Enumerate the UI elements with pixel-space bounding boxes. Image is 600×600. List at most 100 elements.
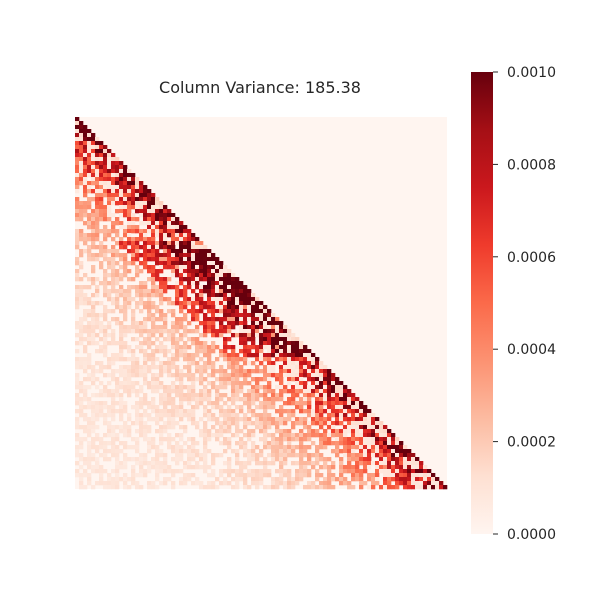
heatmap-cell bbox=[75, 177, 80, 182]
heatmap-cell bbox=[231, 321, 236, 326]
heatmap-cell bbox=[239, 429, 244, 434]
heatmap-cell bbox=[195, 353, 200, 358]
heatmap-cell bbox=[315, 477, 320, 482]
heatmap-cell bbox=[99, 185, 104, 190]
heatmap-cell bbox=[115, 281, 120, 286]
heatmap-cell bbox=[75, 473, 80, 478]
heatmap-cell bbox=[431, 473, 436, 478]
heatmap-cell bbox=[419, 473, 424, 478]
heatmap-cell bbox=[227, 437, 232, 442]
heatmap-cell bbox=[395, 473, 400, 478]
heatmap-cell bbox=[107, 421, 112, 426]
heatmap-cell bbox=[111, 277, 116, 282]
heatmap-cell bbox=[215, 429, 220, 434]
heatmap-cell bbox=[87, 329, 92, 334]
heatmap-cell bbox=[167, 241, 172, 246]
heatmap-cell bbox=[175, 453, 180, 458]
heatmap-cell bbox=[187, 257, 192, 262]
heatmap-cell bbox=[347, 457, 352, 462]
heatmap-cell bbox=[147, 197, 152, 202]
heatmap-cell bbox=[179, 445, 184, 450]
heatmap-cell bbox=[83, 125, 88, 130]
heatmap-cell bbox=[215, 485, 220, 490]
heatmap-cell bbox=[311, 357, 316, 362]
heatmap-cell bbox=[187, 329, 192, 334]
heatmap-cell bbox=[167, 265, 172, 270]
heatmap-cell bbox=[223, 345, 228, 350]
heatmap-cell bbox=[243, 349, 248, 354]
heatmap-cell bbox=[307, 461, 312, 466]
heatmap-cell bbox=[195, 377, 200, 382]
heatmap-cell bbox=[243, 357, 248, 362]
heatmap-cell bbox=[151, 321, 156, 326]
heatmap-cell bbox=[275, 373, 280, 378]
heatmap-cell bbox=[239, 305, 244, 310]
heatmap-cell bbox=[139, 349, 144, 354]
heatmap-cell bbox=[147, 429, 152, 434]
heatmap-cell bbox=[75, 117, 80, 122]
heatmap-cell bbox=[167, 425, 172, 430]
heatmap-cell bbox=[83, 177, 88, 182]
heatmap-cell bbox=[143, 337, 148, 342]
heatmap-cell bbox=[231, 449, 236, 454]
heatmap-cell bbox=[191, 449, 196, 454]
heatmap-cell bbox=[179, 293, 184, 298]
heatmap-cell bbox=[235, 405, 240, 410]
heatmap-cell bbox=[327, 381, 332, 386]
heatmap-cell bbox=[167, 233, 172, 238]
heatmap-cell bbox=[111, 357, 116, 362]
heatmap-cell bbox=[331, 421, 336, 426]
heatmap-cell bbox=[247, 361, 252, 366]
heatmap-cell bbox=[95, 189, 100, 194]
heatmap-cell bbox=[163, 345, 168, 350]
heatmap-cell bbox=[203, 453, 208, 458]
heatmap-cell bbox=[327, 441, 332, 446]
heatmap-cell bbox=[363, 421, 368, 426]
heatmap-cell bbox=[99, 445, 104, 450]
heatmap-cell bbox=[107, 429, 112, 434]
heatmap-cell bbox=[211, 317, 216, 322]
heatmap-cell bbox=[231, 305, 236, 310]
heatmap-cell bbox=[111, 265, 116, 270]
heatmap-cell bbox=[391, 461, 396, 466]
heatmap-cell bbox=[267, 413, 272, 418]
heatmap-cell bbox=[75, 149, 80, 154]
heatmap-cell bbox=[163, 365, 168, 370]
heatmap-cell bbox=[227, 417, 232, 422]
heatmap-cell bbox=[139, 405, 144, 410]
heatmap-cell bbox=[211, 333, 216, 338]
heatmap-cell bbox=[207, 345, 212, 350]
heatmap-cell bbox=[283, 337, 288, 342]
heatmap-cell bbox=[119, 381, 124, 386]
heatmap-cell bbox=[327, 421, 332, 426]
heatmap-cell bbox=[339, 413, 344, 418]
heatmap-cell bbox=[303, 389, 308, 394]
heatmap-cell bbox=[363, 445, 368, 450]
heatmap-cell bbox=[347, 425, 352, 430]
heatmap-cell bbox=[87, 285, 92, 290]
heatmap-cell bbox=[347, 429, 352, 434]
heatmap-cell bbox=[211, 485, 216, 490]
heatmap-cell bbox=[87, 321, 92, 326]
heatmap-cell bbox=[115, 485, 120, 490]
heatmap-cell bbox=[175, 301, 180, 306]
heatmap-cell bbox=[239, 389, 244, 394]
heatmap-cell bbox=[191, 353, 196, 358]
heatmap-cell bbox=[163, 437, 168, 442]
heatmap-cell bbox=[319, 397, 324, 402]
heatmap-cell bbox=[227, 461, 232, 466]
heatmap-cell bbox=[91, 189, 96, 194]
heatmap-cell bbox=[183, 349, 188, 354]
heatmap-cell bbox=[195, 405, 200, 410]
heatmap-cell bbox=[287, 473, 292, 478]
heatmap-cell bbox=[175, 325, 180, 330]
heatmap-cell bbox=[151, 197, 156, 202]
heatmap-cell bbox=[83, 389, 88, 394]
heatmap-cell bbox=[223, 393, 228, 398]
heatmap-cell bbox=[247, 461, 252, 466]
heatmap-cell bbox=[239, 325, 244, 330]
heatmap-cell bbox=[307, 457, 312, 462]
heatmap-cell bbox=[115, 181, 120, 186]
heatmap-cell bbox=[223, 461, 228, 466]
heatmap-cell bbox=[307, 437, 312, 442]
